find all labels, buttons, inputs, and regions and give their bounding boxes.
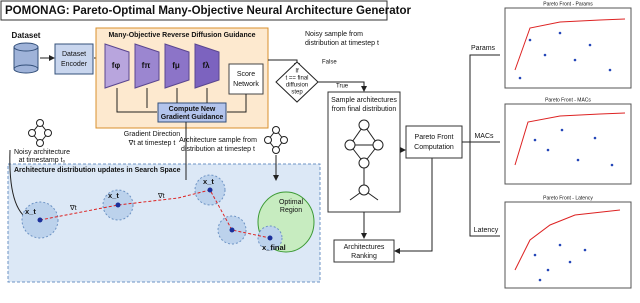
predictor: fμ [172,61,180,70]
sample-label: Sample architectures [331,97,397,104]
title: POMONAG: Pareto-Optimal Many-Objective N… [5,5,412,17]
objective: Latency [474,227,499,234]
ranking-label: Architectures [344,244,385,251]
point-label: ∇t [157,192,165,200]
note: ∇t at timestep t [128,139,176,147]
arrows [185,122,276,180]
point-label: ∇t [69,204,77,212]
note: Architecture sample from [179,137,257,144]
score-label: Network [233,81,259,88]
note: at timestamp t₀ [19,157,66,164]
false-label: False [322,60,337,66]
objective: MACs [474,133,494,140]
arrows [116,88,247,113]
plot-title: Pareto Front - MACs [545,97,591,103]
encoder-label: Dataset [62,51,86,58]
note: Noisy sample from [305,31,363,38]
guidance-title: Many-Objective Reverse Diffusion Guidanc… [108,32,255,39]
decision [275,61,319,103]
ranking-label: Ranking [351,253,377,260]
decision-label: diffusion [286,83,308,89]
point-label: x_t [203,177,214,186]
compute-label: Compute New [169,106,216,113]
point-label: x_t [108,191,119,200]
note: Noisy architecture [14,149,70,156]
pareto-label: Pareto Front [415,134,454,141]
title-box [0,0,388,21]
encoder-label: Encoder [61,61,88,68]
note: Gradient Direction [124,131,181,138]
dataset-icon [13,42,39,74]
score-label: Score [237,71,255,78]
plot [504,103,632,185]
point-label: x_t [25,207,36,216]
arrow [394,158,433,254]
dataset-label: Dataset [12,31,41,40]
plot-title: Pareto Front - Latency [543,195,593,201]
score-box [228,63,264,95]
compute-box [157,102,227,123]
predictors [104,43,220,89]
arrows [462,54,500,237]
point-label: x_final [262,243,286,252]
decision-label: If [295,69,299,75]
noisy-arch-graph [28,119,52,147]
optimal-label: Region [280,207,302,214]
sample-label: from final distribution [332,106,397,113]
true-label: True [336,84,349,90]
note: distribution at timestep t [181,146,255,153]
plot [504,201,632,289]
pareto-box [405,125,463,159]
architecture-graph [344,119,384,201]
trajectory [39,189,271,239]
predictor: fφ [112,61,121,70]
optimal-label: Optimal [279,199,304,206]
predictor: fπ [142,61,151,70]
points [37,187,273,241]
plot [504,7,632,89]
pareto-label: Computation [414,144,454,151]
note: distribution at timestep t [305,40,379,47]
compute-label: Gradient Guidance [161,114,224,121]
predictor: fλ [202,61,210,70]
arrow [318,81,367,92]
search-title: Architecture distribution updates in Sea… [14,167,181,174]
plot-title: Pareto Front - Params [543,1,593,7]
sample-graph [264,126,288,154]
encoder-box [54,43,94,75]
decision-label: step [291,90,303,96]
objective: Params [471,45,496,52]
decision-label: t == final [285,76,308,82]
